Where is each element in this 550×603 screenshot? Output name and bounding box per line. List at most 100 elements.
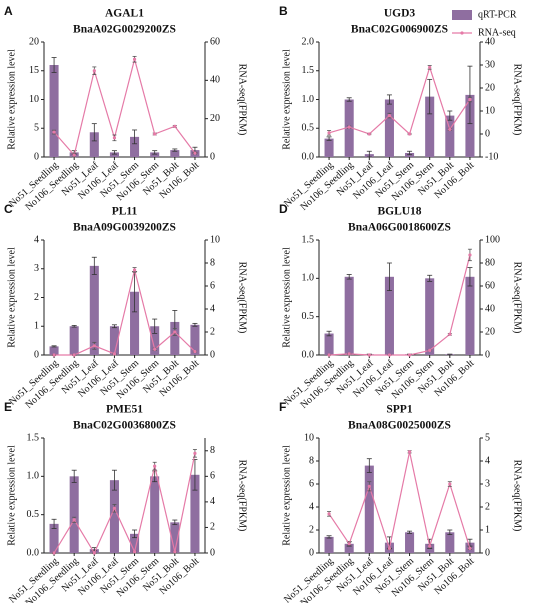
legend-marker — [460, 31, 464, 35]
error-bar — [346, 97, 352, 102]
line-point — [193, 151, 197, 155]
y2-tick-label: 80 — [485, 257, 495, 268]
line-point — [468, 97, 472, 102]
line-point — [132, 57, 137, 61]
error-bar — [51, 518, 57, 529]
line-point — [72, 153, 76, 157]
y2-tick-label: 10 — [485, 105, 495, 116]
error-bar — [51, 345, 57, 348]
chart-subtitle: BnaC02G006900ZS — [351, 24, 448, 36]
line-point — [367, 484, 371, 488]
line-point — [448, 482, 452, 486]
line-point — [367, 353, 371, 357]
error-bar — [132, 529, 138, 539]
line-point — [428, 544, 432, 548]
bar — [89, 265, 99, 355]
y-tick-label: 0 — [34, 349, 39, 360]
y-tick-label: 15 — [29, 65, 39, 76]
y-tick-label: 2 — [309, 524, 314, 535]
line-point — [92, 344, 96, 348]
bar — [344, 543, 354, 553]
bar — [49, 346, 59, 355]
error-bar — [326, 330, 332, 337]
y-axis-title: Relative expression level — [281, 445, 292, 546]
line-point — [112, 352, 117, 356]
chart-title: PME51 — [106, 404, 143, 416]
error-bar — [366, 458, 372, 473]
y-tick-label: 0.0 — [27, 547, 40, 558]
y-tick-label: 3 — [34, 263, 39, 274]
y-tick-label: 2.0 — [302, 36, 315, 47]
y-axis-title: Relative expression level — [6, 49, 17, 150]
bar — [344, 276, 354, 355]
y2-tick-label: 2 — [210, 326, 215, 337]
error-bar — [467, 267, 473, 287]
line-point — [153, 132, 157, 136]
y2-tick-label: 60 — [210, 36, 220, 47]
line-point — [153, 347, 157, 351]
line-point — [407, 132, 412, 136]
y-tick-label: 1.5 — [302, 65, 315, 76]
y2-tick-label: 40 — [485, 303, 495, 314]
chart-title: AGAL1 — [105, 8, 144, 20]
line — [53, 453, 196, 555]
bar — [190, 474, 200, 553]
y2-tick-label: 2 — [485, 501, 490, 512]
y-tick-label: 1.5 — [302, 234, 315, 245]
error-bar — [386, 262, 392, 292]
y2-tick-label: 20 — [485, 326, 495, 337]
y-tick-label: 0 — [34, 151, 39, 162]
legend-label: RNA-seq — [478, 27, 516, 38]
error-bar — [152, 150, 158, 155]
line-point — [347, 125, 351, 129]
bar — [150, 326, 160, 355]
line-point — [92, 551, 96, 555]
y-axis-title: Relative expression level — [281, 49, 292, 150]
line-point — [468, 253, 472, 257]
y-tick-label: 20 — [29, 36, 39, 47]
y2-tick-label: 6 — [210, 280, 215, 291]
y-tick-label: 1.0 — [302, 94, 315, 105]
line-point — [132, 550, 137, 554]
error-bar — [386, 94, 392, 105]
error-bar — [407, 530, 413, 534]
y2-tick-label: 40 — [210, 75, 220, 86]
y2-tick-label: 60 — [485, 280, 495, 291]
y2-axis-title: RNA-seq(FPKM) — [512, 460, 523, 532]
bar — [324, 333, 334, 355]
chart-subtitle: BnaA06G0018600ZS — [348, 222, 451, 234]
error-bar — [407, 150, 413, 156]
panel: D BGLU18 BnaA06G0018600ZS Relative expressi… — [279, 202, 523, 411]
bar — [465, 94, 475, 157]
bar — [384, 276, 394, 355]
line-point — [193, 349, 197, 354]
y-tick-label: 10 — [29, 94, 39, 105]
line-point — [468, 546, 472, 551]
error-bar — [467, 65, 473, 125]
y2-axis-title: RNA-seq(FPKM) — [237, 460, 248, 532]
chart-subtitle: BnaA02G0029200ZS — [73, 24, 176, 36]
chart-title: UGD3 — [384, 8, 416, 20]
bar — [425, 96, 435, 157]
line — [328, 65, 471, 136]
y2-tick-label: 6 — [210, 471, 215, 482]
line-point — [112, 136, 117, 140]
bar — [170, 522, 180, 553]
error-bar — [111, 324, 117, 329]
bar — [89, 132, 99, 157]
y-tick-label: 0 — [309, 547, 314, 558]
line-point — [52, 353, 56, 357]
bar — [364, 465, 374, 553]
line-point — [387, 353, 392, 357]
line-point — [428, 65, 432, 69]
y-tick-label: 8 — [309, 455, 314, 466]
panel-label: E — [4, 400, 12, 414]
y2-axis-title: RNA-seq(FPKM) — [237, 64, 248, 136]
bar — [445, 115, 455, 157]
y-tick-label: 5 — [34, 123, 39, 134]
line-point — [132, 268, 137, 272]
panel: F SPP1 BnaA08G0025000ZS Relative expression… — [279, 400, 523, 603]
line — [53, 56, 196, 157]
panel: E PME51 BnaC02G0036800ZS Relative expressio… — [4, 400, 248, 603]
y-tick-label: 4 — [309, 501, 314, 512]
